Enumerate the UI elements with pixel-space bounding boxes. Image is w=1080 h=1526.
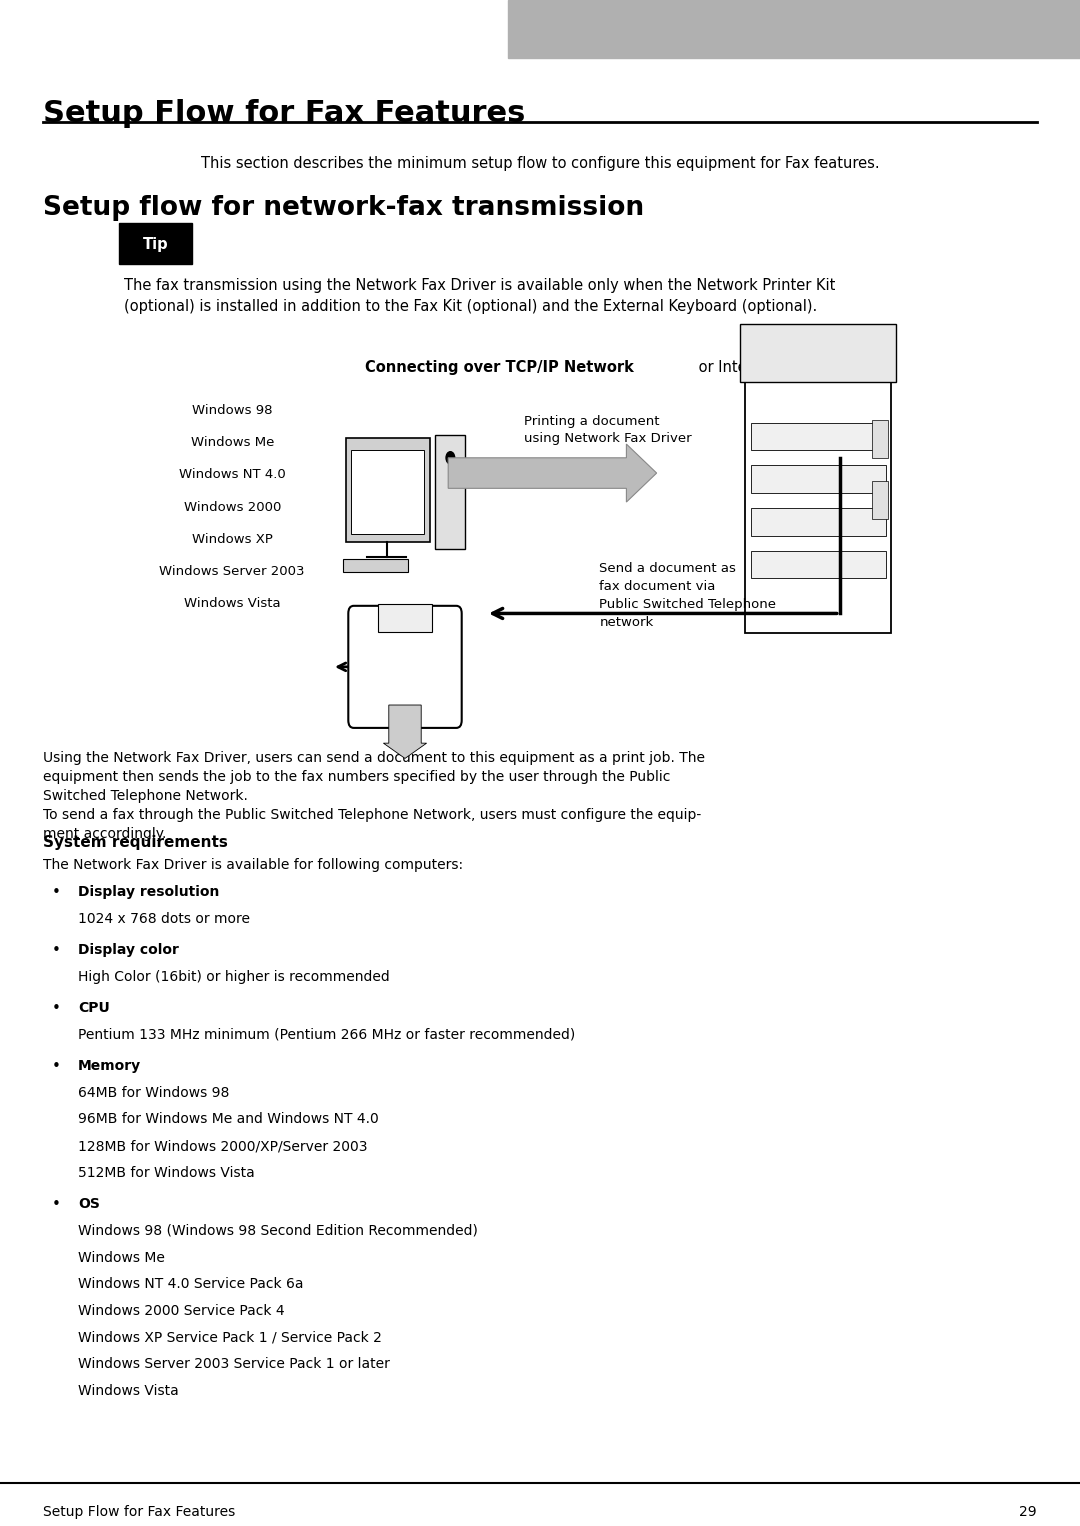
- Text: High Color (16bit) or higher is recommended: High Color (16bit) or higher is recommen…: [78, 971, 390, 984]
- Text: •: •: [52, 1059, 60, 1074]
- Bar: [751, 551, 886, 578]
- Text: This section describes the minimum setup flow to configure this equipment for Fa: This section describes the minimum setup…: [201, 156, 879, 171]
- Bar: [508, 0, 1080, 58]
- FancyBboxPatch shape: [348, 606, 462, 728]
- Text: Windows XP: Windows XP: [192, 533, 272, 546]
- Text: Windows Vista: Windows Vista: [78, 1384, 178, 1398]
- Text: •: •: [52, 943, 60, 958]
- Bar: [745, 366, 891, 633]
- Text: •: •: [52, 1198, 60, 1212]
- Text: Windows Server 2003 Service Pack 1 or later: Windows Server 2003 Service Pack 1 or la…: [78, 1358, 390, 1372]
- Bar: [751, 465, 886, 493]
- Text: Tip: Tip: [143, 237, 168, 252]
- Text: G3 Facsimile: G3 Facsimile: [361, 705, 449, 719]
- Text: Windows 2000 Service Pack 4: Windows 2000 Service Pack 4: [78, 1305, 284, 1318]
- Text: Setup flow for network-fax transmission: Setup flow for network-fax transmission: [43, 195, 645, 221]
- Text: Display color: Display color: [78, 943, 178, 957]
- Text: Windows Server 2003: Windows Server 2003: [160, 565, 305, 578]
- Bar: [351, 450, 424, 534]
- Text: Windows NT 4.0: Windows NT 4.0: [179, 468, 285, 482]
- Text: Memory: Memory: [78, 1059, 140, 1073]
- Bar: [343, 559, 408, 572]
- Text: 96MB for Windows Me and Windows NT 4.0: 96MB for Windows Me and Windows NT 4.0: [78, 1112, 378, 1126]
- Text: Connecting over TCP/IP Network: Connecting over TCP/IP Network: [365, 360, 634, 375]
- Text: Windows NT 4.0 Service Pack 6a: Windows NT 4.0 Service Pack 6a: [78, 1277, 303, 1291]
- Text: 29: 29: [1020, 1505, 1037, 1518]
- Text: Using the Network Fax Driver, users can send a document to this equipment as a p: Using the Network Fax Driver, users can …: [43, 751, 705, 841]
- Text: Send a document as
fax document via
Public Switched Telephone
network: Send a document as fax document via Publ…: [599, 562, 777, 629]
- Text: OS: OS: [78, 1198, 99, 1212]
- Bar: [872, 420, 888, 458]
- Circle shape: [446, 452, 455, 464]
- Text: Setup Flow for Fax Features: Setup Flow for Fax Features: [43, 99, 526, 128]
- Text: Display resolution: Display resolution: [78, 885, 219, 899]
- Text: Windows XP Service Pack 1 / Service Pack 2: Windows XP Service Pack 1 / Service Pack…: [78, 1331, 381, 1344]
- Text: CPU: CPU: [78, 1001, 109, 1015]
- FancyBboxPatch shape: [119, 223, 192, 264]
- Bar: [751, 508, 886, 536]
- Text: Windows Me: Windows Me: [78, 1251, 164, 1265]
- Bar: [378, 604, 432, 632]
- Text: Windows 2000: Windows 2000: [184, 501, 281, 514]
- Text: •: •: [52, 1001, 60, 1016]
- Bar: [740, 324, 896, 382]
- Text: The Network Fax Driver is available for following computers:: The Network Fax Driver is available for …: [43, 858, 463, 871]
- Bar: [346, 438, 430, 542]
- Text: •: •: [52, 885, 60, 900]
- Bar: [435, 435, 465, 549]
- FancyArrow shape: [383, 705, 427, 758]
- Text: or Internet: or Internet: [694, 360, 778, 375]
- Text: Windows 98 (Windows 98 Second Edition Recommended): Windows 98 (Windows 98 Second Edition Re…: [78, 1224, 477, 1238]
- Text: Printing a document
using Network Fax Driver: Printing a document using Network Fax Dr…: [524, 415, 691, 446]
- Text: Windows 98: Windows 98: [192, 404, 272, 418]
- Bar: [872, 481, 888, 519]
- FancyArrow shape: [448, 444, 657, 502]
- Bar: [751, 423, 886, 450]
- Text: Pentium 133 MHz minimum (Pentium 266 MHz or faster recommended): Pentium 133 MHz minimum (Pentium 266 MHz…: [78, 1029, 575, 1042]
- Text: 512MB for Windows Vista: 512MB for Windows Vista: [78, 1166, 255, 1180]
- Text: The fax transmission using the Network Fax Driver is available only when the Net: The fax transmission using the Network F…: [124, 278, 836, 314]
- Text: 1024 x 768 dots or more: 1024 x 768 dots or more: [78, 913, 249, 926]
- Text: System requirements: System requirements: [43, 835, 228, 850]
- Text: 128MB for Windows 2000/XP/Server 2003: 128MB for Windows 2000/XP/Server 2003: [78, 1140, 367, 1154]
- Text: 64MB for Windows 98: 64MB for Windows 98: [78, 1087, 229, 1100]
- Text: Setup Flow for Fax Features: Setup Flow for Fax Features: [43, 1505, 235, 1518]
- Text: Windows Me: Windows Me: [190, 436, 274, 450]
- Text: Windows Vista: Windows Vista: [184, 597, 281, 610]
